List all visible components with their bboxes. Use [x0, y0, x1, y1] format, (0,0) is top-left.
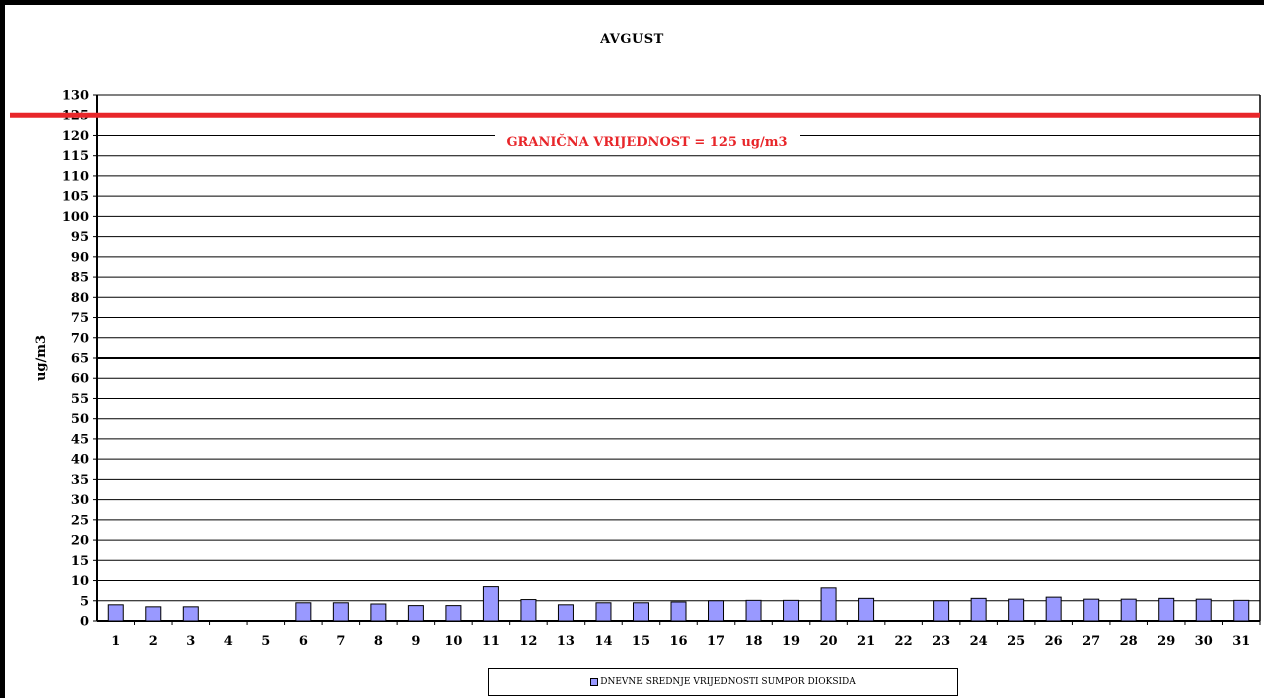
bar	[482, 586, 499, 622]
bar	[1120, 598, 1137, 622]
bar	[783, 599, 800, 622]
y-tick-label: 100	[62, 210, 89, 225]
bar	[407, 605, 424, 622]
bar	[1008, 598, 1025, 622]
x-tick-label: 29	[1157, 634, 1175, 649]
x-tick-label: 21	[857, 634, 875, 649]
bar	[295, 602, 312, 622]
bar	[182, 606, 199, 622]
y-tick-label: 95	[71, 230, 89, 245]
legend-swatch	[590, 678, 599, 686]
x-tick-label: 20	[820, 634, 838, 649]
y-tick-label: 50	[71, 412, 89, 427]
bar	[933, 600, 950, 622]
bar	[557, 604, 574, 622]
x-tick-label: 7	[336, 634, 345, 649]
x-tick-label: 13	[557, 634, 575, 649]
x-tick-label: 2	[149, 634, 158, 649]
x-tick-label: 1	[111, 634, 120, 649]
bar	[708, 600, 725, 622]
y-tick-label: 20	[71, 534, 89, 549]
x-tick-label: 11	[482, 634, 500, 649]
y-tick-label: 90	[71, 250, 89, 265]
bar	[1233, 599, 1250, 622]
x-tick-label: 15	[632, 634, 650, 649]
bar	[595, 602, 612, 622]
bar	[1195, 598, 1212, 622]
y-tick-label: 15	[71, 554, 89, 569]
x-tick-label: 28	[1120, 634, 1138, 649]
bar	[670, 601, 687, 622]
y-tick-label: 110	[62, 169, 89, 184]
bar	[632, 602, 649, 622]
y-tick-label: 70	[71, 331, 89, 346]
bar	[520, 599, 537, 622]
x-tick-label: 19	[782, 634, 800, 649]
bar	[820, 587, 837, 622]
y-tick-label: 30	[71, 493, 89, 508]
x-tick-label: 8	[374, 634, 383, 649]
x-tick-label: 6	[299, 634, 308, 649]
y-tick-label: 55	[71, 392, 89, 407]
bar	[745, 599, 762, 622]
threshold-label-bg	[495, 128, 800, 152]
bar	[970, 597, 987, 622]
y-tick-label: 120	[62, 129, 89, 144]
bar	[332, 602, 349, 622]
bar	[107, 604, 124, 622]
y-tick-label: 60	[71, 372, 89, 387]
y-tick-label: 105	[62, 190, 89, 205]
x-tick-label: 3	[186, 634, 195, 649]
y-tick-label: 130	[62, 89, 89, 104]
x-tick-label: 23	[932, 634, 950, 649]
y-tick-label: 35	[71, 473, 89, 488]
bar	[445, 605, 462, 622]
y-tick-label: 25	[71, 513, 89, 528]
y-axis-label: ug/m3	[34, 335, 49, 381]
x-tick-label: 24	[970, 634, 988, 649]
threshold-label: GRANIČNA VRIJEDNOST = 125 ug/m3	[506, 133, 787, 150]
legend-label: DNEVNE SREDNJE VRIJEDNOSTI SUMPOR DIOKSI…	[600, 677, 856, 687]
x-tick-label: 25	[1007, 634, 1025, 649]
y-tick-label: 75	[71, 311, 89, 326]
y-tick-label: 80	[71, 291, 89, 306]
y-tick-label: 45	[71, 432, 89, 447]
x-tick-label: 4	[224, 634, 233, 649]
bar	[145, 606, 162, 622]
y-tick-label: 10	[71, 574, 89, 589]
y-tick-label: 65	[71, 352, 89, 367]
y-tick-label: 85	[71, 271, 89, 286]
x-tick-label: 26	[1045, 634, 1063, 649]
x-tick-label: 5	[261, 634, 270, 649]
x-tick-label: 12	[519, 634, 537, 649]
y-tick-label: 0	[80, 615, 89, 630]
y-tick-label: 115	[62, 149, 89, 164]
bar	[370, 603, 387, 622]
x-tick-label: 14	[594, 634, 612, 649]
bar	[1158, 597, 1175, 622]
bar	[858, 597, 875, 622]
x-tick-label: 9	[411, 634, 420, 649]
x-tick-label: 18	[744, 634, 762, 649]
y-tick-label: 40	[71, 453, 89, 468]
x-tick-label: 16	[669, 634, 687, 649]
x-tick-label: 22	[895, 634, 913, 649]
bar	[1083, 598, 1100, 622]
x-tick-label: 17	[707, 634, 725, 649]
bar	[1045, 596, 1062, 622]
y-tick-label: 5	[80, 594, 89, 609]
x-tick-label: 31	[1232, 634, 1250, 649]
x-tick-label: 10	[444, 634, 462, 649]
x-tick-label: 30	[1195, 634, 1213, 649]
x-tick-label: 27	[1082, 634, 1100, 649]
chart-title: AVGUST	[600, 32, 664, 47]
chart-legend: DNEVNE SREDNJE VRIJEDNOSTI SUMPOR DIOKSI…	[488, 668, 958, 696]
